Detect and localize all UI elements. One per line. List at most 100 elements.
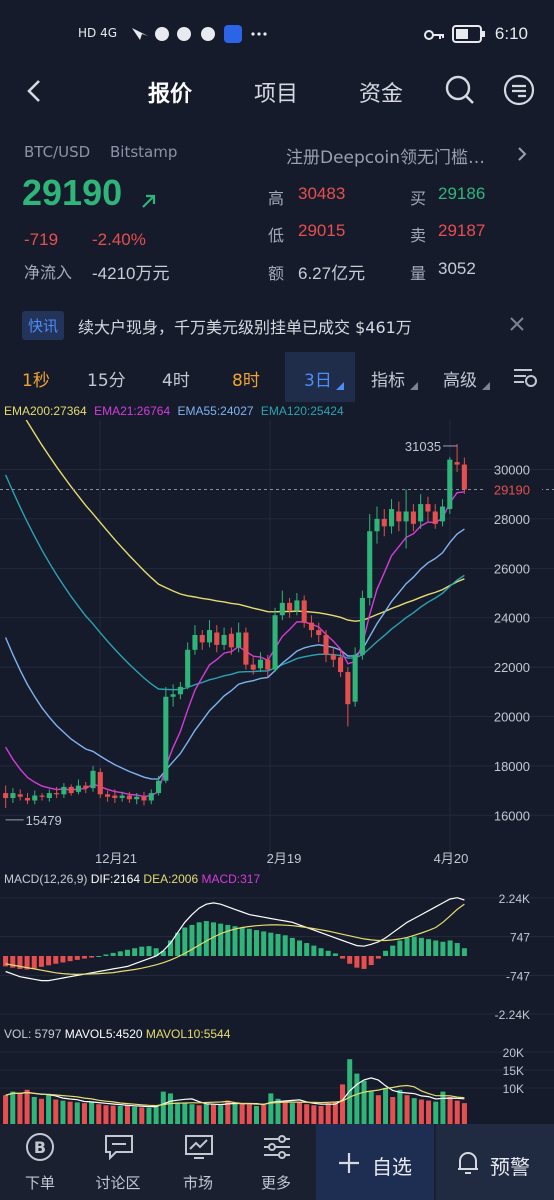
ema-legend: EMA200:27364 EMA21:26764 EMA55:24027 EMA… bbox=[4, 404, 344, 418]
watchlist-button[interactable]: 自选 bbox=[316, 1124, 434, 1200]
volume-bar bbox=[124, 1105, 130, 1124]
volume-bar bbox=[31, 1097, 37, 1124]
macd-bar bbox=[74, 956, 80, 960]
menu-circle-icon[interactable] bbox=[502, 73, 536, 107]
ema120-line bbox=[4, 474, 465, 691]
volume-bar bbox=[368, 1091, 374, 1124]
macd-bar bbox=[110, 952, 116, 956]
interval-3d[interactable]: 3日 bbox=[304, 371, 332, 391]
macd-chart: 2.24K 747 -747 -2.24K bbox=[0, 892, 554, 1020]
promo-link[interactable]: 注册Deepcoin领无门槛… bbox=[286, 148, 486, 168]
macd-tick-label: 747 bbox=[510, 931, 530, 945]
network-indicator: HD 4G bbox=[78, 26, 118, 40]
macd-legend: MACD(12,26,9) DIF:2164 DEA:2006 MACD:317 bbox=[4, 872, 260, 886]
macd-bar bbox=[46, 956, 52, 966]
macd-bar bbox=[225, 924, 231, 956]
macd-bar bbox=[418, 937, 424, 956]
volume-bar bbox=[361, 1080, 367, 1124]
candle-body bbox=[461, 464, 467, 490]
dropdown-corner-icon bbox=[410, 382, 418, 390]
macd-bar bbox=[282, 935, 288, 956]
macd-bar bbox=[53, 956, 59, 964]
macd-bar bbox=[182, 927, 188, 956]
close-icon[interactable] bbox=[508, 315, 526, 333]
chart-settings-icon[interactable] bbox=[512, 366, 538, 388]
volume-bar bbox=[433, 1101, 439, 1124]
x-tick-label: 2月19 bbox=[267, 851, 302, 866]
discussion-label: 讨论区 bbox=[95, 1174, 141, 1192]
macd-bar bbox=[124, 949, 130, 956]
tab-funds[interactable]: 资金 bbox=[359, 82, 404, 107]
macd-bar bbox=[175, 932, 181, 956]
macd-bar bbox=[117, 951, 123, 956]
amount-label: 额 bbox=[268, 264, 285, 283]
chevron-left-icon[interactable] bbox=[24, 78, 44, 104]
chevron-right-icon[interactable] bbox=[516, 146, 528, 162]
y-tick-label: 20000 bbox=[494, 710, 530, 725]
candle-body bbox=[17, 794, 23, 797]
macd-bar bbox=[461, 948, 467, 956]
search-icon[interactable] bbox=[444, 74, 476, 106]
macd-bar bbox=[340, 956, 346, 959]
macd-bar bbox=[253, 930, 260, 956]
bid-value: 29186 bbox=[438, 184, 486, 203]
candle-body bbox=[418, 504, 424, 522]
candle-body bbox=[447, 459, 453, 510]
candlestick-chart[interactable]: 16000 18000 20000 22000 24000 26000 28000 30000… bbox=[0, 420, 554, 870]
ask-value: 29187 bbox=[438, 221, 486, 240]
y-tick-label: 30000 bbox=[494, 463, 530, 478]
vol-tick-label: 20K bbox=[503, 1046, 524, 1060]
tab-quote[interactable]: 报价 bbox=[148, 82, 193, 107]
candle-body bbox=[228, 633, 234, 648]
volume-bar bbox=[67, 1101, 73, 1124]
macd-bar bbox=[153, 948, 159, 956]
macd-bar bbox=[426, 939, 432, 956]
volume-bar bbox=[60, 1100, 66, 1124]
macd-value-label: MACD:317 bbox=[201, 872, 261, 886]
current-price-label: 29190 bbox=[494, 483, 530, 498]
news-text[interactable]: 续大户现身，千万美元级别挂单已成交 $461万 bbox=[78, 318, 412, 337]
candle-body bbox=[141, 796, 147, 801]
ema120-label: EMA120:25424 bbox=[260, 404, 344, 418]
volume-bar bbox=[454, 1100, 460, 1124]
volume-bar bbox=[46, 1094, 52, 1124]
macd-bar bbox=[10, 956, 16, 968]
indicators-tab[interactable]: 指标 bbox=[371, 371, 405, 391]
macd-tick-label: -2.24K bbox=[495, 1008, 530, 1020]
interval-15m[interactable]: 15分 bbox=[87, 371, 126, 391]
volume-bar bbox=[340, 1084, 346, 1124]
volume-bar bbox=[383, 1088, 389, 1124]
candle-body bbox=[32, 795, 38, 801]
candle-body bbox=[250, 664, 256, 670]
alert-button[interactable]: 预警 bbox=[436, 1124, 554, 1200]
y-tick-label: 24000 bbox=[494, 611, 530, 626]
volume-bar bbox=[418, 1099, 424, 1124]
macd-bar bbox=[318, 948, 324, 956]
candle-body bbox=[403, 511, 409, 522]
tab-project[interactable]: 项目 bbox=[254, 82, 299, 107]
interval-4h[interactable]: 4时 bbox=[162, 371, 190, 391]
macd-bar bbox=[268, 932, 274, 956]
macd-bar bbox=[368, 956, 374, 966]
volume-bar bbox=[3, 1095, 9, 1124]
y-tick-label: 22000 bbox=[494, 660, 530, 675]
macd-bar bbox=[404, 937, 410, 956]
candle-body bbox=[396, 511, 402, 522]
news-ticker[interactable]: 快讯 续大户现身，千万美元级别挂单已成交 $461万 bbox=[0, 305, 554, 345]
advanced-tab[interactable]: 高级 bbox=[443, 371, 477, 391]
battery-icon bbox=[452, 25, 485, 43]
volume-bar bbox=[182, 1103, 188, 1124]
volume-value: 3052 bbox=[438, 259, 476, 278]
candle-body bbox=[148, 793, 154, 801]
candle-body bbox=[90, 770, 96, 789]
volume-bar bbox=[218, 1105, 224, 1124]
watchlist-label: 自选 bbox=[372, 1155, 412, 1179]
macd-bar bbox=[239, 927, 245, 956]
candle-body bbox=[272, 615, 278, 670]
macd-bar bbox=[31, 956, 37, 969]
interval-8h[interactable]: 8时 bbox=[232, 371, 260, 391]
more-label: 更多 bbox=[260, 1174, 291, 1192]
macd-bar bbox=[440, 941, 446, 956]
interval-1s[interactable]: 1秒 bbox=[22, 371, 50, 391]
volume-bar bbox=[282, 1101, 288, 1124]
